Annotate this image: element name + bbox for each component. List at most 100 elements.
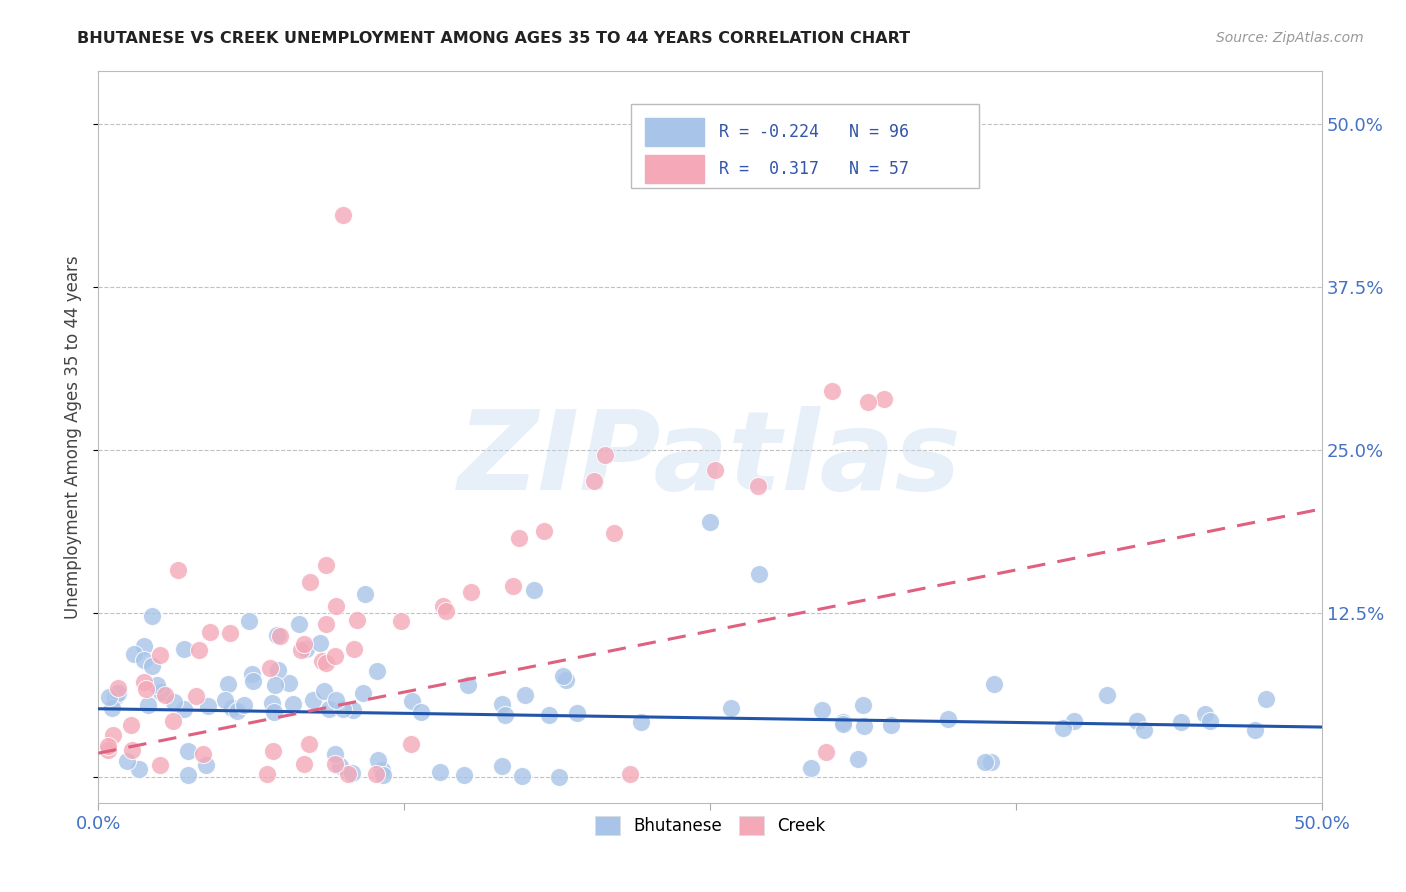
FancyBboxPatch shape — [630, 104, 979, 188]
Point — [983, 677, 1005, 691]
Point — [226, 704, 249, 718]
Point — [315, 558, 337, 572]
Point — [720, 700, 742, 714]
Point — [281, 698, 304, 712]
Point — [619, 767, 641, 781]
Point — [332, 208, 354, 222]
Point — [242, 667, 264, 681]
Point — [217, 677, 239, 691]
Point — [141, 659, 163, 673]
Point — [853, 719, 876, 733]
Point — [184, 690, 207, 704]
Point — [277, 676, 299, 690]
Point — [603, 526, 626, 541]
Point — [173, 702, 195, 716]
Point — [153, 688, 176, 702]
Point — [630, 714, 652, 729]
Point — [128, 762, 150, 776]
Point — [132, 674, 155, 689]
Point — [122, 647, 145, 661]
Point — [197, 698, 219, 713]
Point — [582, 475, 605, 489]
Point — [346, 613, 368, 627]
Text: R =  0.317   N = 57: R = 0.317 N = 57 — [718, 160, 908, 178]
Point — [1126, 714, 1149, 728]
Point — [595, 448, 617, 462]
Legend: Bhutanese, Creek: Bhutanese, Creek — [588, 809, 832, 842]
Point — [548, 770, 571, 784]
Point — [218, 625, 240, 640]
Y-axis label: Unemployment Among Ages 35 to 44 years: Unemployment Among Ages 35 to 44 years — [65, 255, 83, 619]
Point — [135, 681, 157, 696]
Point — [104, 690, 127, 705]
Point — [302, 692, 325, 706]
Point — [315, 656, 337, 670]
Point — [373, 768, 395, 782]
Point — [811, 703, 834, 717]
Point — [134, 652, 156, 666]
Point — [831, 717, 853, 731]
Point — [315, 617, 337, 632]
Point — [115, 754, 138, 768]
Point — [311, 654, 333, 668]
Point — [121, 743, 143, 757]
Point — [323, 648, 346, 663]
Point — [267, 663, 290, 677]
Point — [262, 744, 284, 758]
Point — [453, 768, 475, 782]
Point — [294, 637, 316, 651]
Point — [699, 515, 721, 529]
Point — [141, 608, 163, 623]
Point — [188, 642, 211, 657]
Point — [1256, 692, 1278, 706]
Point — [513, 689, 536, 703]
Point — [173, 641, 195, 656]
Point — [177, 767, 200, 781]
Point — [815, 745, 838, 759]
Point — [1198, 714, 1220, 728]
Point — [101, 728, 124, 742]
Point — [366, 665, 388, 679]
Point — [523, 583, 546, 598]
Point — [298, 738, 321, 752]
Point — [434, 604, 457, 618]
Point — [371, 763, 394, 777]
Point — [565, 706, 588, 720]
Point — [747, 479, 769, 493]
Point — [329, 759, 352, 773]
Point — [389, 614, 412, 628]
Point — [325, 599, 347, 614]
Point — [194, 758, 217, 772]
Point — [149, 648, 172, 663]
Point — [1052, 722, 1074, 736]
Point — [1063, 714, 1085, 729]
Bar — [645, 154, 704, 183]
Point — [134, 639, 156, 653]
Point — [146, 677, 169, 691]
Point — [457, 678, 479, 692]
Point — [288, 617, 311, 632]
Point — [846, 752, 869, 766]
Point — [401, 694, 423, 708]
Point — [120, 718, 142, 732]
Point — [325, 693, 347, 707]
Point — [266, 628, 288, 642]
Point — [200, 624, 222, 639]
Point — [411, 706, 433, 720]
Point — [238, 614, 260, 628]
Point — [342, 702, 364, 716]
Point — [214, 693, 236, 707]
Point — [107, 681, 129, 695]
Point — [262, 696, 284, 710]
Point — [551, 669, 574, 683]
Point — [312, 684, 335, 698]
Point — [880, 717, 903, 731]
Point — [149, 685, 172, 699]
Point — [1170, 715, 1192, 730]
Point — [748, 567, 770, 582]
Point — [318, 701, 340, 715]
Point — [366, 767, 388, 781]
Point — [980, 756, 1002, 770]
Point — [177, 744, 200, 758]
Point — [460, 585, 482, 599]
